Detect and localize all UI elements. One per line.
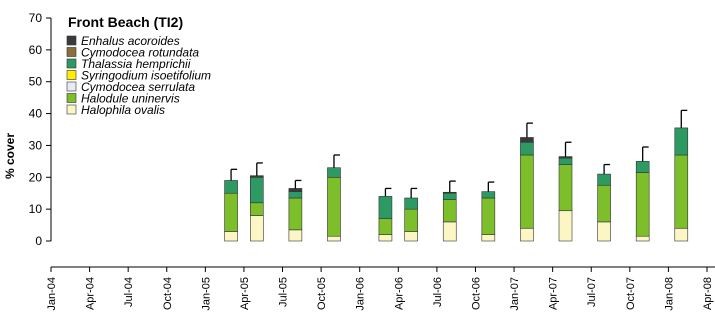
bar-segment-enhalus [250, 175, 264, 178]
bar-segment-thalassia [288, 191, 303, 199]
y-tick-label: 60 [29, 43, 43, 57]
x-tick-label: Apr-07 [548, 277, 560, 310]
bar-segment-halodule [597, 184, 611, 223]
legend-label: Enhalus acoroides [81, 34, 180, 48]
bar-segment-halophila [558, 210, 573, 242]
bar-segment-halophila [250, 215, 264, 242]
bar-segment-halodule [327, 176, 341, 237]
legend-swatch [66, 35, 77, 46]
legend-swatch [66, 93, 77, 103]
legend-label: Halodule uninervis [81, 92, 180, 106]
x-tick-label: Jan-07 [509, 277, 521, 311]
bar-segment-enhalus [558, 156, 573, 159]
bar-segment-halodule [635, 172, 650, 237]
error-bars [230, 109, 688, 198]
bar-segment-halophila [520, 227, 534, 242]
x-tick-label: Apr-08 [702, 277, 714, 310]
bar-segment-halodule [224, 192, 238, 232]
bar-segment-halophila [481, 234, 496, 242]
y-axis-label: % cover [3, 133, 17, 179]
bar-segment-thalassia [404, 197, 418, 210]
y-tick-label: 50 [29, 75, 43, 89]
bars [224, 127, 689, 242]
x-tick-label: Oct-06 [470, 277, 482, 310]
y-tick-label: 40 [29, 107, 43, 121]
legend-label: Syringodium isoetifolium [81, 69, 211, 83]
x-tick-label: Apr-05 [239, 277, 251, 310]
legend-label: Thalassia hemprichii [81, 57, 191, 71]
bar-segment-thalassia [597, 173, 611, 186]
legend-label: Cymodocea rotundata [81, 46, 199, 60]
legend-swatch [66, 70, 77, 80]
y-ticks: 0 10 20 30 40 50 60 70 [29, 11, 51, 248]
bar-segment-halophila [597, 221, 611, 242]
bar-segment-halodule [404, 208, 418, 232]
bar-segment-thalassia [481, 191, 496, 199]
y-tick-label: 30 [29, 138, 43, 152]
bar-segment-halophila [327, 235, 341, 242]
x-tick-label: Oct-05 [316, 277, 328, 310]
y-tick-label: 20 [29, 170, 43, 184]
legend-label: Halophila ovalis [81, 103, 165, 117]
legend-swatch [66, 58, 77, 69]
bar-segment-enhalus [520, 137, 534, 143]
x-tick-label: Apr-04 [85, 277, 97, 310]
chart-title: Front Beach (TI2) [68, 14, 183, 30]
bar-segment-halodule [250, 202, 264, 216]
x-tick-label: Apr-06 [393, 277, 405, 310]
y-tick-label: 0 [35, 234, 42, 248]
bar-segment-halophila [224, 231, 238, 242]
bar-segment-thalassia [224, 180, 238, 194]
bar-segment-halodule [288, 197, 303, 231]
bar-segment-thalassia [378, 196, 393, 219]
bar-segment-halophila [404, 231, 418, 242]
bar-segment-thalassia [635, 161, 650, 173]
x-tick-label: Jul-07 [586, 277, 598, 307]
x-tick-label: Jan-05 [200, 277, 212, 311]
legend-swatch [66, 104, 77, 115]
bar-segment-thalassia [558, 157, 573, 165]
bar-segment-enhalus [442, 191, 457, 194]
bar-segment-halodule [674, 154, 689, 229]
bar-segment-halophila [635, 235, 650, 242]
bar-segment-thalassia [520, 141, 534, 156]
x-tick-label: Jan-04 [46, 277, 58, 311]
bar-segment-thalassia [327, 167, 341, 178]
x-tick-label: Jul-04 [123, 277, 135, 307]
bar-segment-halophila [674, 227, 689, 242]
bar-segment-halodule [520, 154, 534, 229]
bar-segment-thalassia [674, 127, 689, 156]
bar-segment-halodule [442, 199, 457, 223]
bar-segment-thalassia [250, 176, 264, 204]
legend-swatch [66, 81, 77, 92]
bar-segment-thalassia [442, 192, 457, 200]
bar-segment-halophila [288, 229, 303, 242]
bar-segment-halodule [481, 197, 496, 235]
bar-segment-halodule [558, 164, 573, 212]
x-tick-label: Jan-08 [663, 277, 675, 311]
bar-segment-enhalus [288, 188, 303, 192]
x-tick-label: Jul-06 [432, 277, 444, 307]
x-tick-label: Jul-05 [278, 277, 290, 307]
y-tick-label: 70 [29, 11, 43, 25]
bar-segment-halophila [378, 234, 393, 242]
x-ticks: Jan-04 Apr-04 Jul-04 Oct-04 Jan-05 Apr-05 Jul-… [46, 267, 714, 311]
legend-label: Cymodocea serrulata [81, 80, 195, 94]
x-tick-label: Oct-04 [162, 277, 174, 310]
legend-swatch [66, 47, 77, 57]
x-tick-label: Jan-06 [355, 277, 367, 311]
bar-segment-halophila [442, 221, 457, 242]
y-tick-label: 10 [29, 202, 43, 216]
x-tick-label: Oct-07 [625, 277, 637, 310]
bar-segment-halodule [378, 218, 393, 235]
